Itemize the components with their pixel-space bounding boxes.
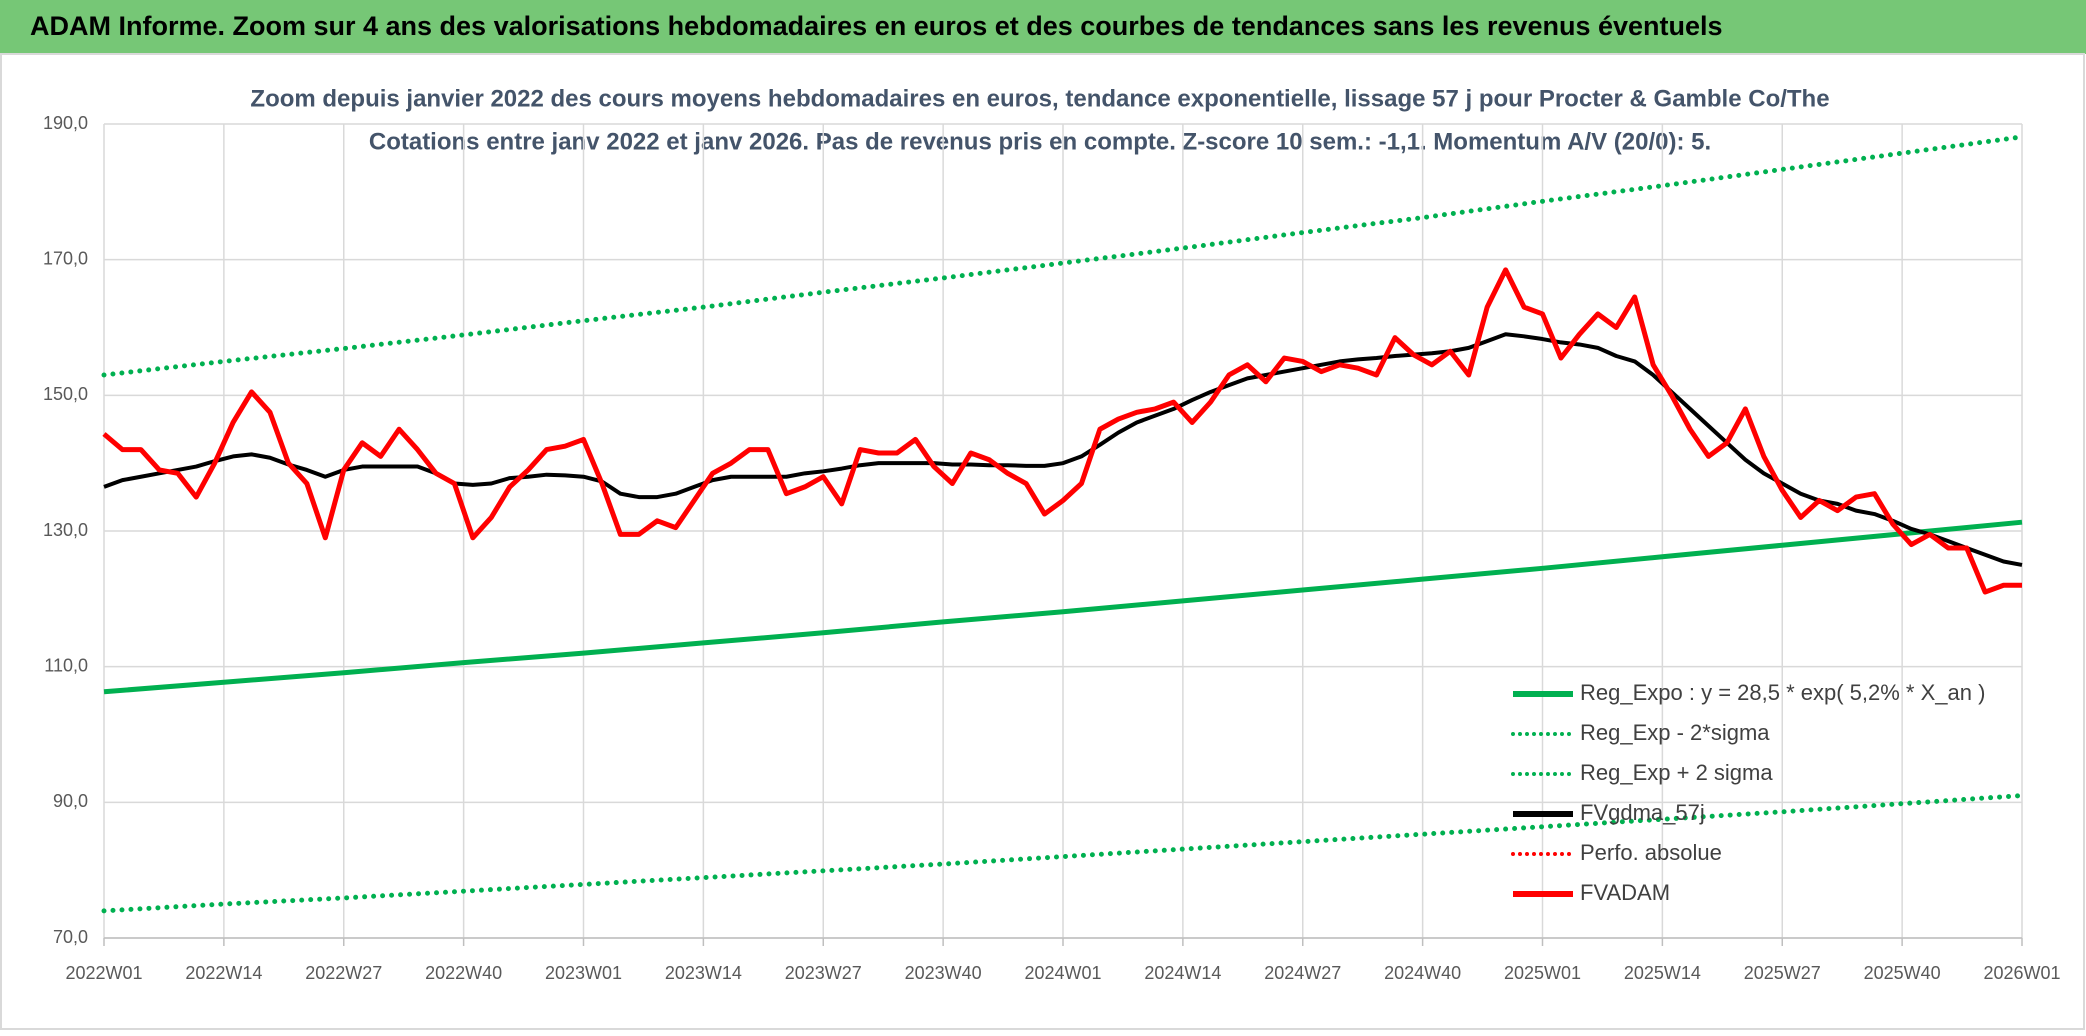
x-tick-label: 2024W27 — [1264, 963, 1341, 983]
x-tick-label: 2023W01 — [545, 963, 622, 983]
series-line — [101, 793, 2025, 914]
x-tick-label: 2022W40 — [425, 963, 502, 983]
chart-subtitle: Cotations entre janv 2022 et janv 2026. … — [369, 128, 1711, 155]
series-line — [103, 332, 2023, 567]
series-line — [103, 519, 2023, 695]
x-tick-label: 2024W40 — [1384, 963, 1461, 983]
x-tick-label: 2022W01 — [65, 963, 142, 983]
x-tick-label: 2023W40 — [905, 963, 982, 983]
chart-title: Zoom depuis janvier 2022 des cours moyen… — [250, 85, 1829, 112]
legend-label: Perfo. absolue — [1580, 840, 1722, 865]
page-title: ADAM Informe. Zoom sur 4 ans des valoris… — [30, 11, 1723, 41]
legend-label: Reg_Exp + 2 sigma — [1580, 760, 1773, 785]
x-tick-label: 2022W27 — [305, 963, 382, 983]
x-tick-label: 2026W01 — [1983, 963, 2060, 983]
series-line — [102, 267, 2022, 595]
y-tick-label: 70,0 — [53, 927, 88, 947]
legend-label: FVADAM — [1580, 880, 1670, 905]
x-tick-label: 2025W27 — [1744, 963, 1821, 983]
y-tick-label: 170,0 — [43, 248, 88, 268]
x-tick-label: 2025W40 — [1864, 963, 1941, 983]
y-tick-label: 150,0 — [43, 384, 88, 404]
header-bar — [0, 0, 2086, 54]
y-tick-label: 90,0 — [53, 791, 88, 811]
x-tick-label: 2023W14 — [665, 963, 742, 983]
x-tick-label: 2025W01 — [1504, 963, 1581, 983]
legend-label: Reg_Exp - 2*sigma — [1580, 720, 1770, 745]
x-tick-label: 2025W14 — [1624, 963, 1701, 983]
x-tick-label: 2022W14 — [185, 963, 262, 983]
y-tick-label: 190,0 — [43, 113, 88, 133]
legend-label: Reg_Expo : y = 28,5 * exp( 5,2% * X_an ) — [1580, 680, 1985, 705]
x-tick-label: 2024W14 — [1144, 963, 1221, 983]
y-tick-label: 110,0 — [44, 655, 88, 675]
series-line — [101, 134, 2025, 378]
y-tick-label: 130,0 — [43, 520, 88, 540]
legend-label: FVgdma_57j — [1580, 800, 1705, 825]
x-tick-label: 2023W27 — [785, 963, 862, 983]
x-tick-label: 2024W01 — [1024, 963, 1101, 983]
chart-frame — [0, 53, 2085, 1030]
